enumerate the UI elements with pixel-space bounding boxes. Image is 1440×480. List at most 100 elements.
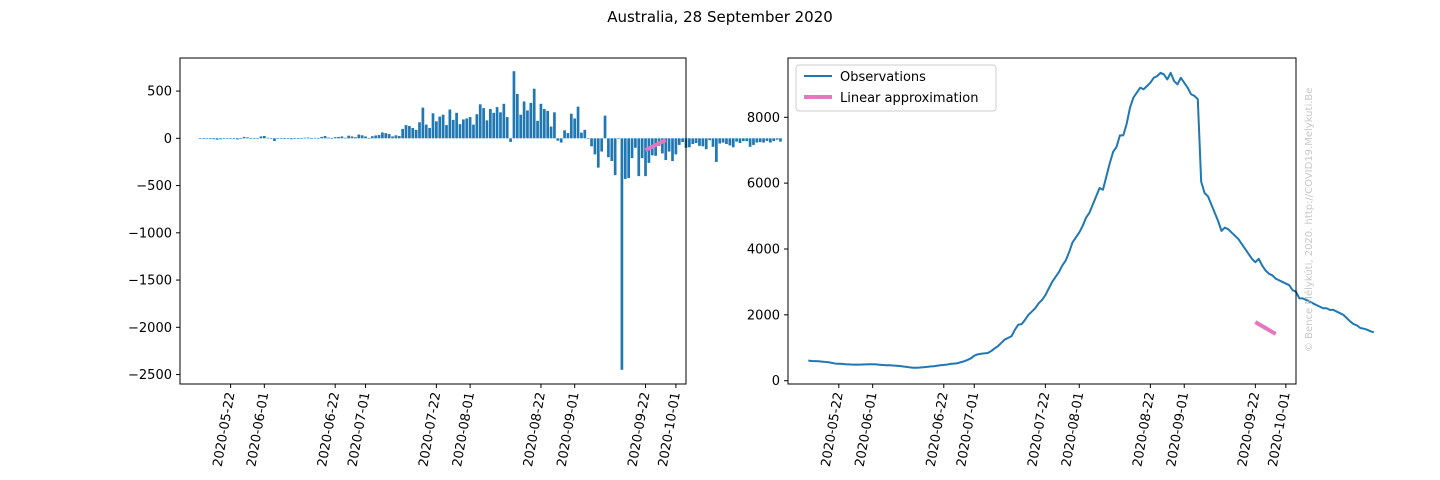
daily-change-bar-chart: 2020-05-22 2020-06-01 2020-06-22 2020-07-01… <box>128 57 782 468</box>
bar <box>215 138 219 140</box>
bar <box>229 138 232 139</box>
bar <box>711 138 715 147</box>
bar <box>728 138 732 146</box>
linear-approximation-line <box>1254 320 1277 336</box>
bar <box>715 138 718 162</box>
bar <box>620 138 624 370</box>
bar <box>303 137 307 139</box>
bar <box>519 114 523 139</box>
bar <box>738 138 742 144</box>
chart1-x-tick-label: 2020-09-01 <box>1164 391 1192 468</box>
bar <box>512 71 516 139</box>
bar <box>701 138 705 147</box>
bar <box>691 138 695 144</box>
bar <box>485 120 489 139</box>
bar <box>343 137 347 139</box>
bar <box>293 138 297 139</box>
linear-approximation-layer <box>644 138 667 152</box>
bar <box>249 138 253 139</box>
chart0-x-tick-label: 2020-08-22 <box>521 391 549 468</box>
chart0-x-tick-label: 2020-07-22 <box>416 391 444 468</box>
bar <box>482 108 485 139</box>
bar <box>779 138 782 142</box>
bar <box>428 127 431 139</box>
y-axis-ticks: 0 2000 4000 6000 8000 <box>747 111 788 389</box>
bar <box>458 124 462 139</box>
bar <box>762 138 765 143</box>
bar <box>765 138 769 141</box>
chart0-y-tick-label: −1500 <box>128 274 172 289</box>
bar <box>397 135 401 139</box>
bar <box>468 117 472 139</box>
bar <box>330 138 334 139</box>
bar <box>492 112 496 139</box>
bar <box>222 138 226 139</box>
chart1-y-tick-label: 2000 <box>747 308 780 323</box>
bar <box>327 137 330 139</box>
figure-suptitle: Australia, 28 September 2020 <box>607 8 833 26</box>
bar <box>259 136 263 139</box>
bar <box>478 104 482 139</box>
bar <box>539 103 543 139</box>
chart1-x-tick-label: 2020-07-01 <box>954 391 982 468</box>
bar <box>681 138 684 143</box>
bar <box>219 138 222 140</box>
chart0-x-tick-label: 2020-08-01 <box>450 391 478 468</box>
bar <box>768 138 772 143</box>
bar <box>269 138 273 139</box>
bar <box>445 125 448 139</box>
bar <box>495 107 499 139</box>
bar <box>556 138 560 141</box>
chart0-x-tick-label: 2020-07-01 <box>346 391 374 468</box>
bar <box>505 117 509 139</box>
bar <box>704 138 708 150</box>
bar <box>448 109 452 139</box>
bar <box>286 138 290 139</box>
bar <box>573 118 577 139</box>
bar <box>300 137 303 139</box>
bar <box>256 137 259 139</box>
bar <box>438 116 442 139</box>
bar-series <box>198 71 782 370</box>
bar <box>232 138 236 140</box>
bar <box>559 138 563 143</box>
bar <box>435 121 438 139</box>
bar <box>634 138 637 148</box>
chart1-x-tick-label: 2020-06-22 <box>924 391 952 468</box>
bar <box>411 127 415 139</box>
bar <box>279 137 283 139</box>
bar <box>671 138 674 161</box>
chart0-y-tick-label: −1000 <box>128 226 172 241</box>
bar <box>694 138 698 144</box>
bar <box>347 135 351 139</box>
chart0-x-tick-label: 2020-06-22 <box>315 391 343 468</box>
bar <box>209 138 212 140</box>
bar <box>674 138 678 155</box>
cumulative-line-chart: 2020-05-22 2020-06-01 2020-06-22 2020-07-01… <box>747 57 1375 468</box>
bar <box>276 138 280 139</box>
line-series <box>808 71 1375 369</box>
bar <box>637 138 641 177</box>
bar <box>745 138 749 142</box>
chart1-x-tick-label: 2020-07-22 <box>1025 391 1053 468</box>
chart0-y-tick-label: −2500 <box>128 368 172 383</box>
bar <box>515 93 519 139</box>
bar <box>600 138 604 152</box>
bar <box>246 137 249 139</box>
bar <box>424 124 428 139</box>
legend-box <box>795 64 997 112</box>
bar <box>239 138 243 139</box>
bar <box>212 138 216 140</box>
linear-approximation-line <box>644 138 667 152</box>
bar <box>644 138 647 177</box>
bar <box>489 109 492 139</box>
chart0-x-tick-label: 2020-09-22 <box>626 391 654 468</box>
bar <box>677 138 681 145</box>
legend-observations-label: Observations <box>840 70 926 85</box>
plot-frame-left <box>179 57 687 385</box>
bar <box>225 138 229 139</box>
bar <box>401 128 404 139</box>
chart1-x-tick-label: 2020-08-01 <box>1059 391 1087 468</box>
observations-line <box>808 71 1375 369</box>
chart1-x-tick-label: 2020-10-01 <box>1266 391 1294 468</box>
